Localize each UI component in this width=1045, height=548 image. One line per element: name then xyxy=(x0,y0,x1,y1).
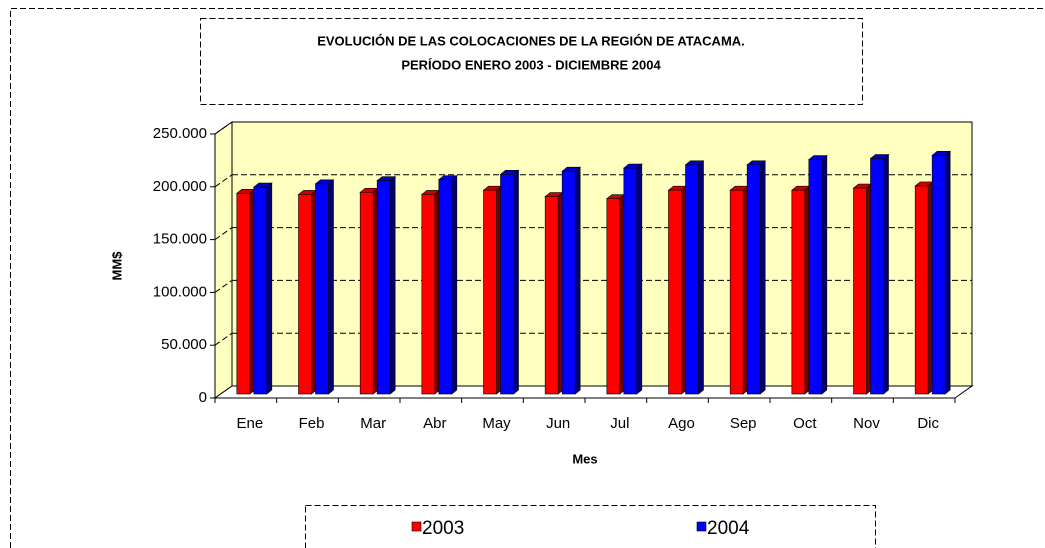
x-tick-label: Jun xyxy=(546,415,570,432)
y-tick-label: 0 xyxy=(199,389,207,406)
bar xyxy=(561,170,576,395)
x-tick-label: Ago xyxy=(668,415,695,432)
bar-side xyxy=(451,175,458,395)
bar xyxy=(668,189,682,395)
x-tick-label: Feb xyxy=(299,415,325,432)
chart-subtitle: PERÍODO ENERO 2003 - DICIEMBRE 2004 xyxy=(401,57,661,72)
bar-side xyxy=(944,150,951,395)
legend-swatch xyxy=(696,521,707,532)
y-tick-label: 200.000 xyxy=(153,178,207,195)
y-tick-label: 100.000 xyxy=(153,283,207,300)
bar xyxy=(931,155,946,395)
bar xyxy=(544,196,559,395)
bar xyxy=(853,187,867,395)
bar-side xyxy=(266,182,273,395)
legend-label: 2004 xyxy=(707,518,750,539)
bar xyxy=(253,186,268,395)
x-tick-label: Ene xyxy=(236,415,263,432)
grid-line-side xyxy=(214,174,233,188)
bar-side xyxy=(574,166,581,395)
x-tick-label: Abr xyxy=(423,415,446,432)
bar-side xyxy=(389,176,396,395)
bar xyxy=(438,179,453,395)
x-tick-label: Oct xyxy=(793,415,817,432)
bar-side xyxy=(821,154,828,395)
bar-side xyxy=(759,160,766,395)
x-tick-label: Dic xyxy=(917,415,939,432)
x-tick-label: Sep xyxy=(730,415,757,432)
title-box xyxy=(200,18,863,105)
bar-side xyxy=(698,160,704,395)
x-tick-label: Mar xyxy=(360,415,386,432)
y-tick-label: 50.000 xyxy=(161,336,207,353)
bar xyxy=(870,158,884,395)
bar xyxy=(421,194,436,395)
bar xyxy=(606,198,621,395)
grid-line-side xyxy=(214,121,233,135)
legend-box xyxy=(305,505,876,548)
bar xyxy=(685,164,699,395)
bar xyxy=(359,192,374,395)
chart-border xyxy=(10,8,1045,548)
bar xyxy=(808,159,823,395)
x-tick-label: May xyxy=(482,415,511,432)
bar xyxy=(746,164,761,395)
bar xyxy=(623,167,638,395)
y-tick-label: 150.000 xyxy=(153,231,207,248)
bar-side xyxy=(883,153,889,395)
bar xyxy=(483,189,497,395)
bar-side xyxy=(636,163,643,395)
bar xyxy=(298,194,312,395)
bar xyxy=(236,193,251,395)
bar xyxy=(791,189,806,395)
y-tick-label: 250.000 xyxy=(153,125,207,142)
bar xyxy=(315,183,329,395)
bar-side xyxy=(328,179,334,395)
bar xyxy=(729,189,744,395)
chart-title: EVOLUCIÓN DE LAS COLOCACIONES DE LA REGI… xyxy=(317,33,745,48)
side-wall xyxy=(214,121,233,399)
legend-label: 2003 xyxy=(422,518,464,539)
grid-line-side xyxy=(214,279,233,293)
y-axis-label: MM$ xyxy=(109,251,124,281)
x-axis-label: Mes xyxy=(572,451,597,466)
grid-line-side xyxy=(214,227,233,241)
legend-swatch xyxy=(411,521,422,532)
x-tick-label: Nov xyxy=(853,415,880,432)
bar-side xyxy=(513,169,519,395)
grid-line-side xyxy=(214,332,233,346)
bar xyxy=(914,185,929,395)
x-tick-label: Jul xyxy=(610,415,629,432)
bar xyxy=(376,180,391,395)
bar xyxy=(500,174,514,395)
